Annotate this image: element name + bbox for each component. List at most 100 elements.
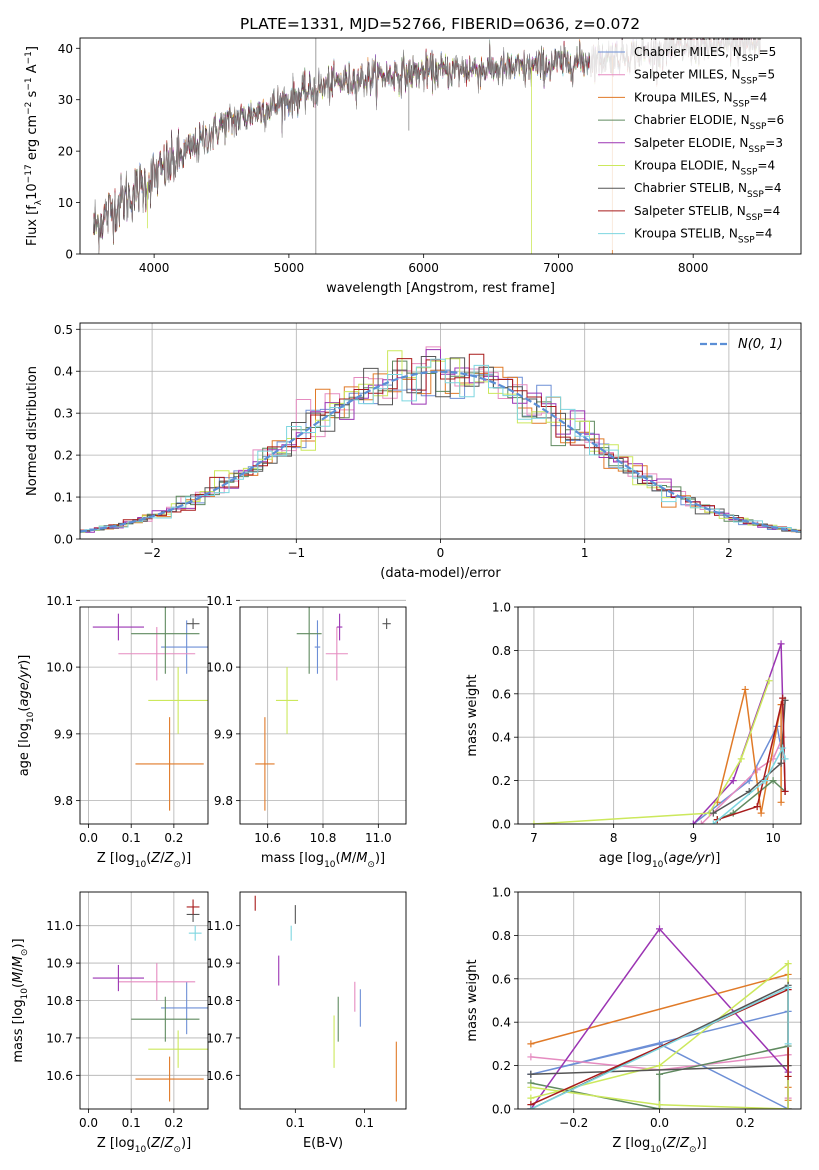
y-tick-label: 0.4 (54, 365, 73, 379)
error-bar-point (92, 613, 144, 641)
plot-area (92, 899, 208, 1102)
y-tick-label: 0.5 (54, 323, 73, 337)
x-axis-label: wavelength [Angstrom, rest frame] (326, 281, 555, 296)
y-tick-label: 10.9 (46, 957, 73, 971)
data-marker (709, 809, 717, 817)
data-marker (779, 744, 787, 752)
y-tick-label: 1.0 (492, 886, 511, 900)
y-tick-label: 20 (58, 145, 73, 159)
x-tick-label: 0.1 (286, 1116, 305, 1130)
y-tick-label: 10.0 (206, 661, 233, 675)
y-tick-label: 10.7 (206, 1031, 233, 1045)
y-tick-label: 30 (58, 93, 73, 107)
data-marker (527, 1053, 535, 1061)
panel-age-vs-mass: 10.6 10.8 11.0 9.8 9.9 10.0 10.1 mass [log10(M/… (206, 567, 407, 870)
x-tick-label: 6000 (408, 261, 439, 275)
x-tick-label: 5000 (274, 261, 305, 275)
error-bar-point (314, 620, 321, 674)
error-bar-point (118, 627, 196, 681)
data-marker (784, 960, 792, 968)
histogram-series (80, 358, 801, 532)
y-tick-label: 0.4 (492, 1016, 511, 1030)
y-tick-label: 9.9 (54, 727, 73, 741)
data-marker (709, 820, 717, 824)
panel-mass-vs-EBV: 0.1 0.1 10.6 10.7 10.8 10.9 11.0 E(B-V) (206, 891, 407, 1151)
error-bar-point (161, 981, 208, 1035)
data-marker (527, 1083, 535, 1091)
data-marker (697, 820, 705, 824)
y-tick-label: 9.9 (214, 727, 233, 741)
y-tick-label: 0.2 (54, 449, 73, 463)
axes-frame (79, 606, 209, 825)
data-marker (753, 803, 761, 811)
y-tick-label: 10 (58, 196, 73, 210)
error-bar-point (161, 620, 208, 674)
y-tick-label: 11.0 (206, 919, 233, 933)
x-tick-label: −2 (143, 546, 161, 560)
data-marker (527, 1040, 535, 1048)
data-marker (777, 798, 785, 806)
panel-residuals: −2 −1 0 1 2 0.0 0.1 0.2 0.3 0.4 0.5 (data-model)/er… (25, 322, 802, 581)
error-bar-point (131, 607, 200, 674)
data-marker (757, 809, 765, 817)
histogram-series (80, 366, 801, 533)
y-axis-label: Normed distribution (25, 366, 40, 496)
data-marker (527, 1070, 535, 1078)
x-axis-label: mass [log10(M/M⊙)] (261, 851, 385, 870)
error-bar-point (118, 963, 196, 1001)
data-marker (784, 1105, 792, 1109)
y-tick-label: 0.6 (492, 687, 511, 701)
x-tick-label: 0.1 (122, 1116, 141, 1130)
data-marker (527, 1105, 535, 1109)
data-marker (779, 694, 787, 702)
error-bar-point (148, 1030, 208, 1068)
error-bar-point (135, 1056, 204, 1102)
y-axis-label: mass weight (465, 674, 480, 756)
y-tick-label: 9.8 (214, 794, 233, 808)
panel-spectrum: 4000 5000 6000 7000 8000 0 10 20 30 40 wavelength … (24, 37, 802, 296)
legend-label: Chabrier STELIB, NSSP=4 (634, 181, 782, 200)
axes-frame (79, 891, 209, 1110)
x-tick-label: 10 (765, 831, 780, 845)
x-tick-label: 0.2 (164, 1116, 183, 1130)
y-tick-label: 1.0 (492, 601, 511, 615)
y-tick-label: 10.1 (206, 594, 233, 608)
error-bar-point (255, 717, 275, 811)
panel-mass-weight-vs-Z: −0.2 0.0 0.2 0.0 0.2 0.4 0.6 0.8 1.0 Z [log10(Z/Z… (465, 886, 802, 1155)
error-bar-point (148, 667, 208, 734)
panel-age-vs-Z: 0.0 0.1 0.2 9.8 9.9 10.0 10.1 Z [log10(Z/Z⊙)] ag… (17, 594, 209, 870)
error-bar-point (325, 627, 348, 681)
data-marker (777, 759, 785, 767)
spectrum-legend: Chabrier MILES, NSSP=5 Salpeter MILES, NS… (590, 40, 800, 250)
x-tick-label: 4000 (139, 261, 170, 275)
error-bar-point (370, 567, 376, 587)
y-tick-label: 10.8 (46, 994, 73, 1008)
mass-weight-line (700, 736, 784, 824)
plot-area (254, 895, 397, 1102)
data-marker (777, 640, 785, 648)
data-marker (765, 677, 773, 685)
x-tick-label: 0.0 (79, 831, 98, 845)
data-marker (689, 820, 697, 824)
y-tick-label: 0.0 (492, 818, 511, 832)
x-tick-label: 0.1 (122, 831, 141, 845)
data-marker (656, 1101, 663, 1109)
y-tick-label: 9.8 (54, 794, 73, 808)
y-tick-label: 0.0 (492, 1103, 511, 1117)
x-axis-label: (data-model)/error (380, 566, 501, 581)
legend-label: Chabrier MILES, NSSP=5 (634, 45, 776, 64)
mass-weight-line (712, 745, 786, 824)
data-marker (656, 1062, 663, 1070)
data-marker (656, 925, 663, 933)
y-tick-label: 0.8 (492, 644, 511, 658)
x-tick-label: 2 (725, 546, 733, 560)
data-marker (784, 1072, 792, 1080)
y-tick-label: 0.3 (54, 407, 73, 421)
data-marker (527, 1094, 535, 1102)
x-tick-label: 7 (530, 831, 538, 845)
error-bar-point (131, 996, 200, 1042)
axes-frame (239, 606, 407, 825)
x-axis-label: E(B-V) (303, 1136, 343, 1151)
legend-label: Salpeter STELIB, NSSP=4 (634, 204, 780, 223)
